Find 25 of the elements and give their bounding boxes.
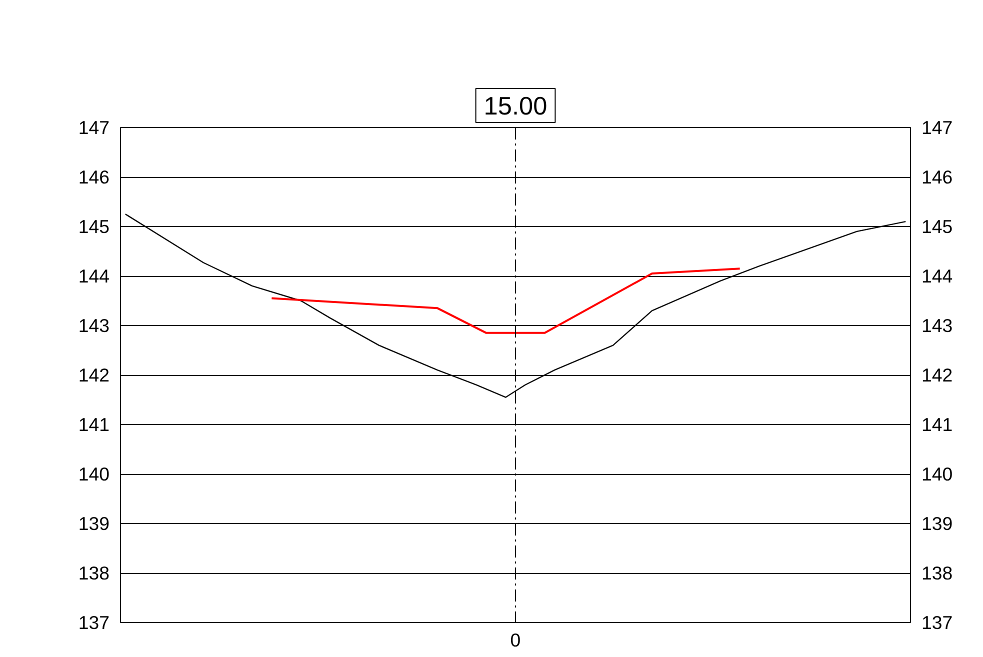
y-tick-label: 145 <box>78 216 110 237</box>
y-tick-label: 144 <box>78 266 110 286</box>
y2-tick-label: 146 <box>922 166 953 188</box>
y2-tick-label: 147 <box>922 117 953 138</box>
chart-title: 15.00 <box>484 92 548 120</box>
y2-tick-label: 143 <box>922 315 953 336</box>
y2-tick-label: 144 <box>922 266 953 286</box>
y-tick-label: 138 <box>78 562 110 584</box>
y-tick-label: 139 <box>78 513 110 534</box>
x-tick-label: 0 <box>510 630 521 650</box>
y-tick-label: 146 <box>78 166 110 188</box>
y-tick-label: 147 <box>78 117 110 138</box>
y2-tick-label: 141 <box>922 414 953 435</box>
y-tick-label: 141 <box>78 414 110 435</box>
y2-tick-label: 137 <box>922 612 953 633</box>
y-tick-label: 143 <box>78 315 110 336</box>
y2-tick-label: 139 <box>922 513 953 534</box>
y2-tick-label: 142 <box>922 364 953 386</box>
y-tick-label: 140 <box>78 464 110 484</box>
y2-tick-label: 138 <box>922 562 953 584</box>
line-series <box>270 268 741 334</box>
y-tick-label: 142 <box>78 364 110 386</box>
y2-tick-label: 140 <box>922 464 953 484</box>
y2-tick-label: 145 <box>922 216 953 237</box>
y-tick-label: 137 <box>78 612 110 633</box>
